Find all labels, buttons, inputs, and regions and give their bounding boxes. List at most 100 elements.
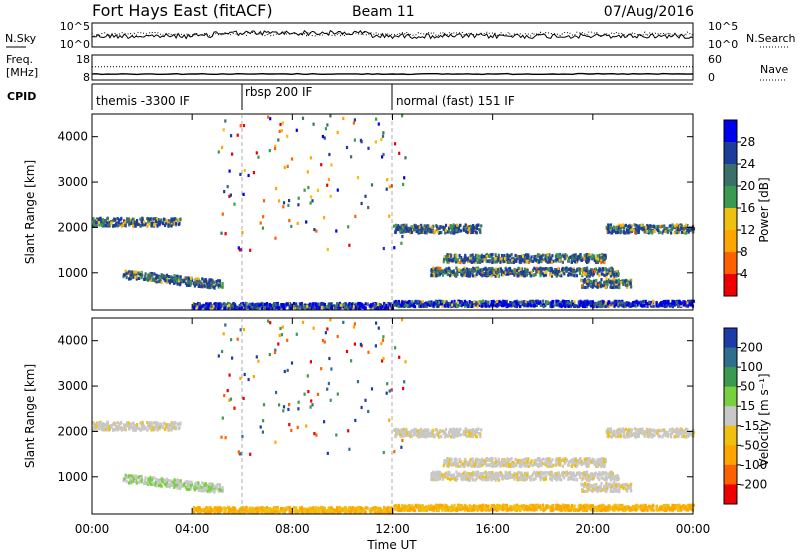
- velocity-cell: [221, 489, 224, 493]
- power-cell: [146, 224, 149, 228]
- power-cell: [537, 267, 540, 271]
- power-cell: [195, 282, 198, 286]
- power-cell: [515, 258, 518, 262]
- power-cell: [504, 271, 507, 275]
- velocity-cell: [101, 427, 104, 431]
- power-cell: [451, 226, 454, 230]
- power-cell: [586, 256, 589, 260]
- power-cell: [518, 255, 521, 259]
- power-cell: [508, 260, 511, 264]
- velocity-cell: [333, 510, 336, 514]
- power-cell: [672, 300, 675, 304]
- power-cell: [430, 271, 434, 276]
- power-cell: [152, 277, 155, 281]
- power-cell: [116, 217, 119, 221]
- colorbar-swatch: [724, 230, 737, 253]
- power-cell: [507, 272, 510, 276]
- power-cell: [459, 223, 462, 227]
- power-cell: [193, 306, 196, 311]
- power-cell: [367, 146, 370, 150]
- velocity-cell: [125, 480, 128, 484]
- power-cell: [153, 279, 156, 283]
- power-cell: [551, 304, 554, 309]
- power-cell: [627, 231, 630, 235]
- power-cell: [573, 300, 576, 304]
- power-cell: [449, 269, 452, 273]
- freq-label-line1: Freq.: [6, 53, 33, 66]
- velocity-cell: [125, 421, 129, 425]
- power-cell: [472, 255, 475, 260]
- power-cell: [433, 231, 436, 235]
- velocity-cell: [154, 426, 157, 430]
- power-cell: [624, 279, 627, 283]
- power-cell: [99, 217, 102, 221]
- power-cell: [665, 226, 668, 230]
- power-cell: [140, 220, 143, 224]
- power-cell: [435, 269, 438, 273]
- power-cell: [485, 274, 488, 278]
- power-cell: [555, 268, 558, 272]
- power-cell: [354, 214, 357, 218]
- power-cell: [503, 254, 506, 258]
- velocity-cell: [205, 508, 208, 512]
- power-cell: [286, 164, 289, 168]
- noise-left-tick-top: 10^5: [60, 20, 90, 33]
- power-cell: [424, 229, 427, 233]
- power-cell: [129, 270, 132, 274]
- power-cell: [467, 269, 470, 273]
- velocity-cell: [134, 479, 137, 483]
- power-cell: [421, 230, 424, 234]
- velocity-cell: [98, 427, 101, 431]
- power-cell: [248, 304, 251, 308]
- velocity-cell: [134, 474, 138, 478]
- power-cell: [582, 271, 585, 275]
- power-cell: [194, 277, 198, 281]
- power-cell: [155, 273, 158, 277]
- power-cell: [528, 271, 531, 275]
- power-cell: [648, 229, 651, 233]
- power-cell: [466, 260, 470, 264]
- power-cell: [360, 303, 364, 307]
- power-cell: [380, 306, 383, 310]
- power-cell: [385, 187, 388, 191]
- power-cell: [358, 306, 361, 311]
- power-cell: [602, 283, 605, 287]
- power-cell: [524, 303, 528, 307]
- power-cell: [540, 268, 543, 272]
- power-cell: [388, 214, 391, 218]
- power-cell: [541, 272, 544, 276]
- velocity-cell: [381, 508, 384, 513]
- power-cell: [273, 302, 276, 306]
- power-cell: [535, 270, 538, 274]
- power-cell: [417, 228, 420, 232]
- power-cell: [570, 260, 573, 264]
- velocity-cell: [389, 510, 392, 514]
- power-cell: [522, 301, 525, 306]
- power-cell: [615, 299, 618, 303]
- power-cell: [604, 267, 607, 271]
- power-cell: [620, 281, 623, 285]
- velocity-cell: [276, 507, 279, 511]
- power-cell: [338, 301, 341, 305]
- power-cell: [233, 202, 236, 206]
- power-cell: [215, 303, 219, 307]
- power-cell: [601, 258, 604, 262]
- power-cell: [435, 304, 438, 308]
- velocity-cell: [417, 433, 420, 437]
- power-cell: [513, 302, 516, 306]
- power-cell: [684, 223, 688, 227]
- power-cell: [569, 304, 572, 308]
- power-cell: [404, 300, 407, 304]
- power-cell: [453, 226, 456, 230]
- power-cell: [210, 304, 213, 308]
- power-cell: [405, 301, 409, 305]
- power-cell: [305, 306, 308, 310]
- power-cell: [540, 260, 543, 264]
- velocity-cell: [112, 423, 115, 427]
- velocity-cell: [219, 510, 222, 514]
- power-cell: [515, 271, 518, 275]
- power-cell: [523, 260, 526, 264]
- power-cell: [622, 304, 625, 308]
- power-cell: [135, 221, 138, 225]
- velocity-cell: [113, 428, 116, 432]
